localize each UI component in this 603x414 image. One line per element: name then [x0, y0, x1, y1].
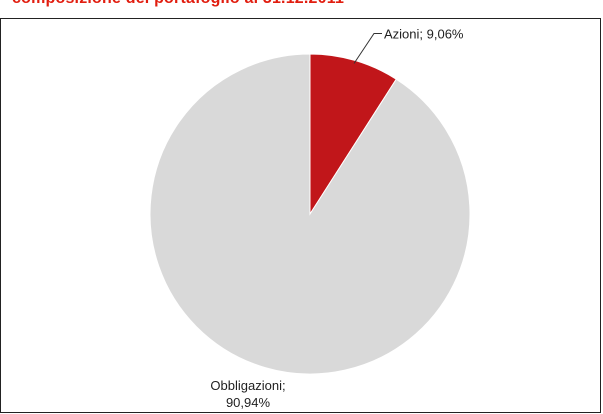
- pie-slice-azioni: [309, 53, 397, 216]
- slice-label-obbligazioni-line-2: 90,94%: [226, 395, 271, 410]
- pie-slice-obbligazioni: [149, 53, 471, 375]
- chart-title: composizione del portafoglio al 31.12.20…: [12, 0, 344, 8]
- slice-label-azioni: Azioni; 9,06%: [384, 27, 464, 42]
- slice-label-obbligazioni-line-1: Obbligazioni;: [210, 378, 285, 393]
- leader-line-azioni: [353, 33, 382, 64]
